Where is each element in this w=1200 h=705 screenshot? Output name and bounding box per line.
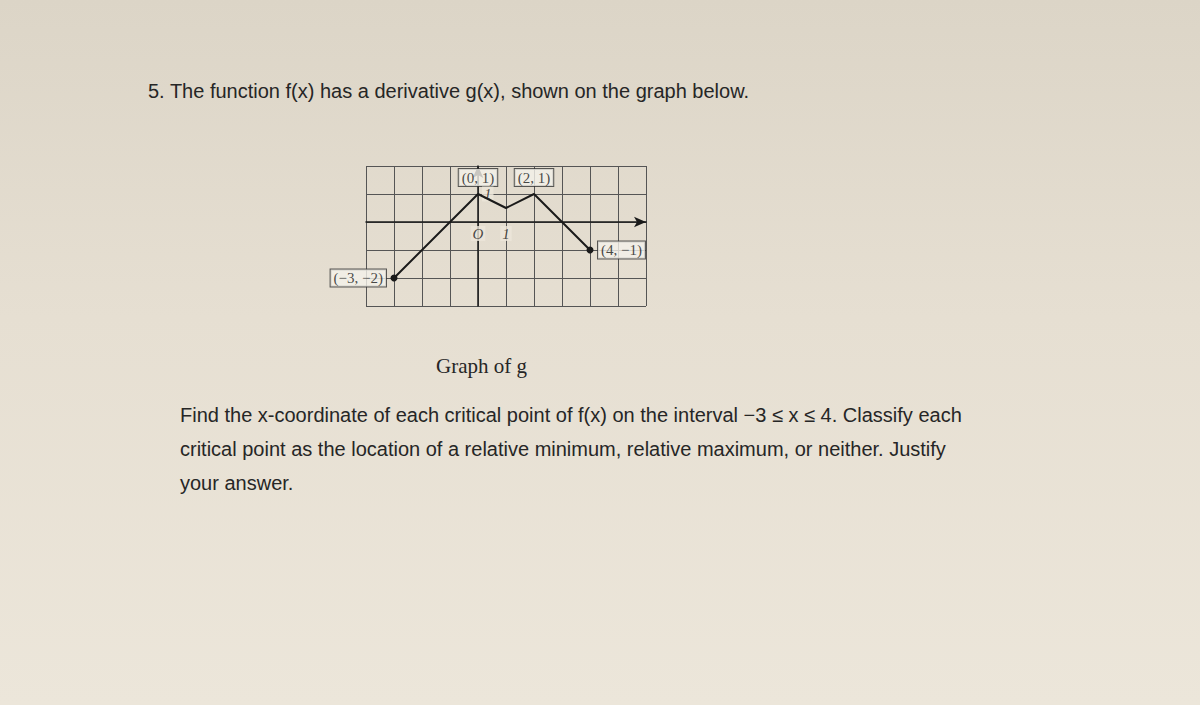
- html-text:your answer.: your answer.: [180, 472, 294, 494]
- html-text:Graph of g: Graph of g: [436, 354, 527, 378]
- svg-text:1: 1: [484, 186, 492, 202]
- svg-text:(0, 1): (0, 1): [462, 170, 495, 187]
- svg-text:O: O: [473, 226, 484, 242]
- svg-text:(−3, −2): (−3, −2): [334, 270, 383, 287]
- html-text:critical point as the location: critical point as the location of a rela…: [180, 438, 946, 460]
- html-text:Find the x-coordinate of each: Find the x-coordinate of each critical p…: [180, 404, 962, 426]
- svg-text:1: 1: [502, 226, 510, 242]
- svg-text:(2, 1): (2, 1): [518, 170, 551, 187]
- html-text:5. The function f(x) has a der: 5. The function f(x) has a derivative g(…: [148, 80, 750, 102]
- svg-text:(4, −1): (4, −1): [601, 242, 642, 259]
